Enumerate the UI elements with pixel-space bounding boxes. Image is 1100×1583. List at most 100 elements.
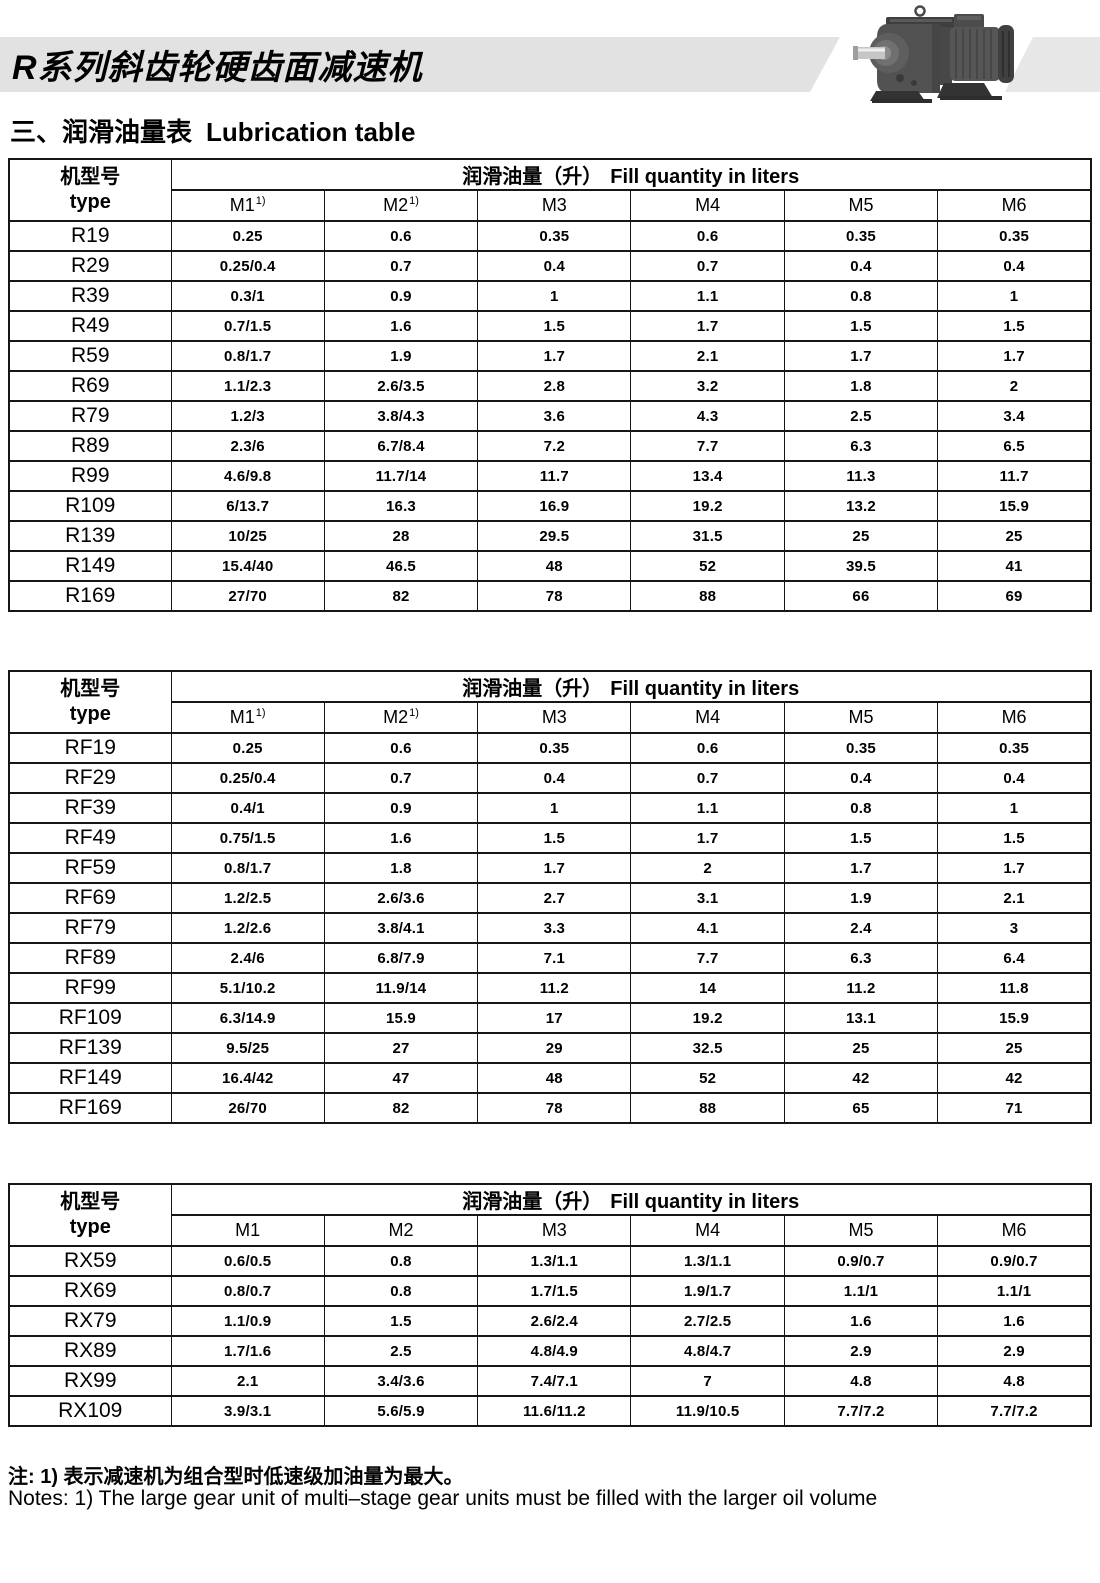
cell-value: 1.3/1.1: [630, 1245, 785, 1277]
cell-value: 1.7: [630, 310, 785, 342]
cell-value: 2.8: [477, 370, 632, 402]
row-type-label: R169: [8, 580, 172, 612]
cell-value: 82: [323, 1092, 479, 1124]
cell-value: 0.4: [937, 762, 1092, 794]
cell-value: 2.4/6: [170, 942, 325, 974]
cell-value: 2.7: [477, 882, 632, 914]
table-row: R49 0.7/1.5 1.6 1.5 1.7 1.5 1.5: [8, 310, 1092, 342]
footnote-zh: 注: 1) 表示减速机为组合型时低速级加油量为最大。: [8, 1466, 464, 1488]
cell-value: 2.1: [937, 882, 1092, 914]
cell-value: 1.5: [783, 310, 939, 342]
cell-value: 1.1: [630, 792, 785, 824]
col-header-m6: M6: [937, 189, 1092, 222]
cell-value: 15.4/40: [170, 550, 325, 582]
type-column-header: 机型号 type: [8, 158, 172, 222]
cell-value: 47: [323, 1062, 479, 1094]
head-row-fill: 机型号 type 润滑油量（升） Fill quantity in liters: [8, 1183, 1092, 1247]
cell-value: 1.5: [477, 310, 632, 342]
col-header-label: M3: [541, 195, 567, 215]
cell-value: 14: [630, 972, 785, 1004]
lubrication-table-rf-wrap: 机型号 type 润滑油量（升） Fill quantity in liters M11…: [8, 670, 1092, 1124]
row-type-label: RX69: [8, 1275, 172, 1307]
cell-value: 25: [783, 1032, 939, 1064]
cell-value: 46.5: [323, 550, 479, 582]
cell-value: 4.8/4.9: [477, 1335, 632, 1367]
col-header-label: M4: [695, 1220, 721, 1240]
section-title-zh: 三、润滑油量表: [10, 117, 193, 147]
cell-value: 1.1/2.3: [170, 370, 325, 402]
fill-header-en: Fill quantity in liters: [610, 678, 800, 700]
cell-value: 1.1/0.9: [170, 1305, 325, 1337]
cell-value: 0.25: [170, 732, 325, 764]
page-header: R系列斜齿轮硬齿面减速机: [0, 0, 1100, 112]
col-header-label: M1: [229, 707, 255, 727]
cell-value: 82: [323, 580, 479, 612]
cell-value: 1.7: [783, 340, 939, 372]
cell-value: 11.2: [477, 972, 632, 1004]
col-header-m4: M4: [630, 189, 785, 222]
lubrication-table-r-wrap: 机型号 type 润滑油量（升） Fill quantity in liters M1 1…: [8, 158, 1092, 612]
table-row: R69 1.1/2.3 2.6/3.5 2.8 3.2 1.8 2: [8, 370, 1092, 402]
cell-value: 0.7: [630, 762, 785, 794]
cell-value: 13.4: [630, 460, 785, 492]
lubrication-table-rx: 机型号 type 润滑油量（升） Fill quantity in liters M1 M…: [8, 1183, 1092, 1427]
cell-value: 1.3/1.1: [477, 1245, 632, 1277]
cell-value: 11.6/11.2: [477, 1395, 632, 1427]
cell-value: 7.2: [477, 430, 632, 462]
cell-value: 0.9/0.7: [937, 1245, 1092, 1277]
cell-value: 3.3: [477, 912, 632, 944]
type-header-en: type: [69, 703, 111, 725]
cell-value: 1: [477, 280, 632, 312]
row-type-label: RF59: [8, 852, 172, 884]
cell-value: 10/25: [170, 520, 325, 552]
cell-value: 6.3: [783, 942, 939, 974]
cell-value: 48: [477, 1062, 632, 1094]
eyebolt-icon: [914, 5, 926, 17]
cell-value: 1.1/1: [937, 1275, 1092, 1307]
footnote-marker: 1): [409, 707, 419, 719]
cell-value: 7.7/7.2: [937, 1395, 1092, 1427]
table-row: RX79 1.1/0.9 1.5 2.6/2.4 2.7/2.5 1.6 1.6: [8, 1305, 1092, 1337]
row-type-label: R29: [8, 250, 172, 282]
cell-value: 3.2: [630, 370, 785, 402]
cell-value: 1: [937, 280, 1092, 312]
fill-header-zh: 润滑油量（升）: [462, 166, 603, 188]
cell-value: 4.6/9.8: [170, 460, 325, 492]
cell-value: 13.2: [783, 490, 939, 522]
row-type-label: R99: [8, 460, 172, 492]
table-row: R99 4.6/9.8 11.7/14 11.7 13.4 11.3 11.7: [8, 460, 1092, 492]
cell-value: 6.8/7.9: [323, 942, 479, 974]
cell-value: 69: [937, 580, 1092, 612]
cell-value: 48: [477, 550, 632, 582]
cell-value: 1.8: [323, 852, 479, 884]
lubrication-table-r: 机型号 type 润滑油量（升） Fill quantity in liters M1 1…: [8, 158, 1092, 612]
row-type-label: RX99: [8, 1365, 172, 1397]
cell-value: 1.7: [477, 852, 632, 884]
fill-quantity-header: 润滑油量（升） Fill quantity in liters: [170, 158, 1092, 191]
cell-value: 7: [630, 1365, 785, 1397]
col-header-m3: M3: [477, 189, 632, 222]
cell-value: 52: [630, 550, 785, 582]
cell-value: 2.5: [323, 1335, 479, 1367]
cell-value: 2.6/3.6: [323, 882, 479, 914]
col-header-label: M1: [229, 195, 255, 215]
cell-value: 2.6/2.4: [477, 1305, 632, 1337]
col-header-m6: M6: [937, 1214, 1092, 1247]
cell-value: 1.8: [783, 370, 939, 402]
table-row: R149 15.4/40 46.5 48 52 39.5 41: [8, 550, 1092, 582]
type-header-zh: 机型号: [60, 166, 121, 188]
table-head: 机型号 type 润滑油量（升） Fill quantity in liters M11…: [8, 670, 1092, 734]
col-header-label: M4: [695, 195, 721, 215]
table-row: RF29 0.25/0.4 0.7 0.4 0.7 0.4 0.4: [8, 762, 1092, 794]
cell-value: 11.3: [783, 460, 939, 492]
cell-value: 1.5: [323, 1305, 479, 1337]
head-row-m: M11) M21) M3 M4 M5 M6: [9, 189, 1092, 222]
cell-value: 2.1: [170, 1365, 325, 1397]
cell-value: 3.4: [937, 400, 1092, 432]
cell-value: 11.9/14: [323, 972, 479, 1004]
row-type-label: R139: [8, 520, 172, 552]
cell-value: 3.4/3.6: [323, 1365, 479, 1397]
type-header-en: type: [69, 191, 111, 213]
cell-value: 5.6/5.9: [323, 1395, 479, 1427]
cell-value: 2.7/2.5: [630, 1305, 785, 1337]
